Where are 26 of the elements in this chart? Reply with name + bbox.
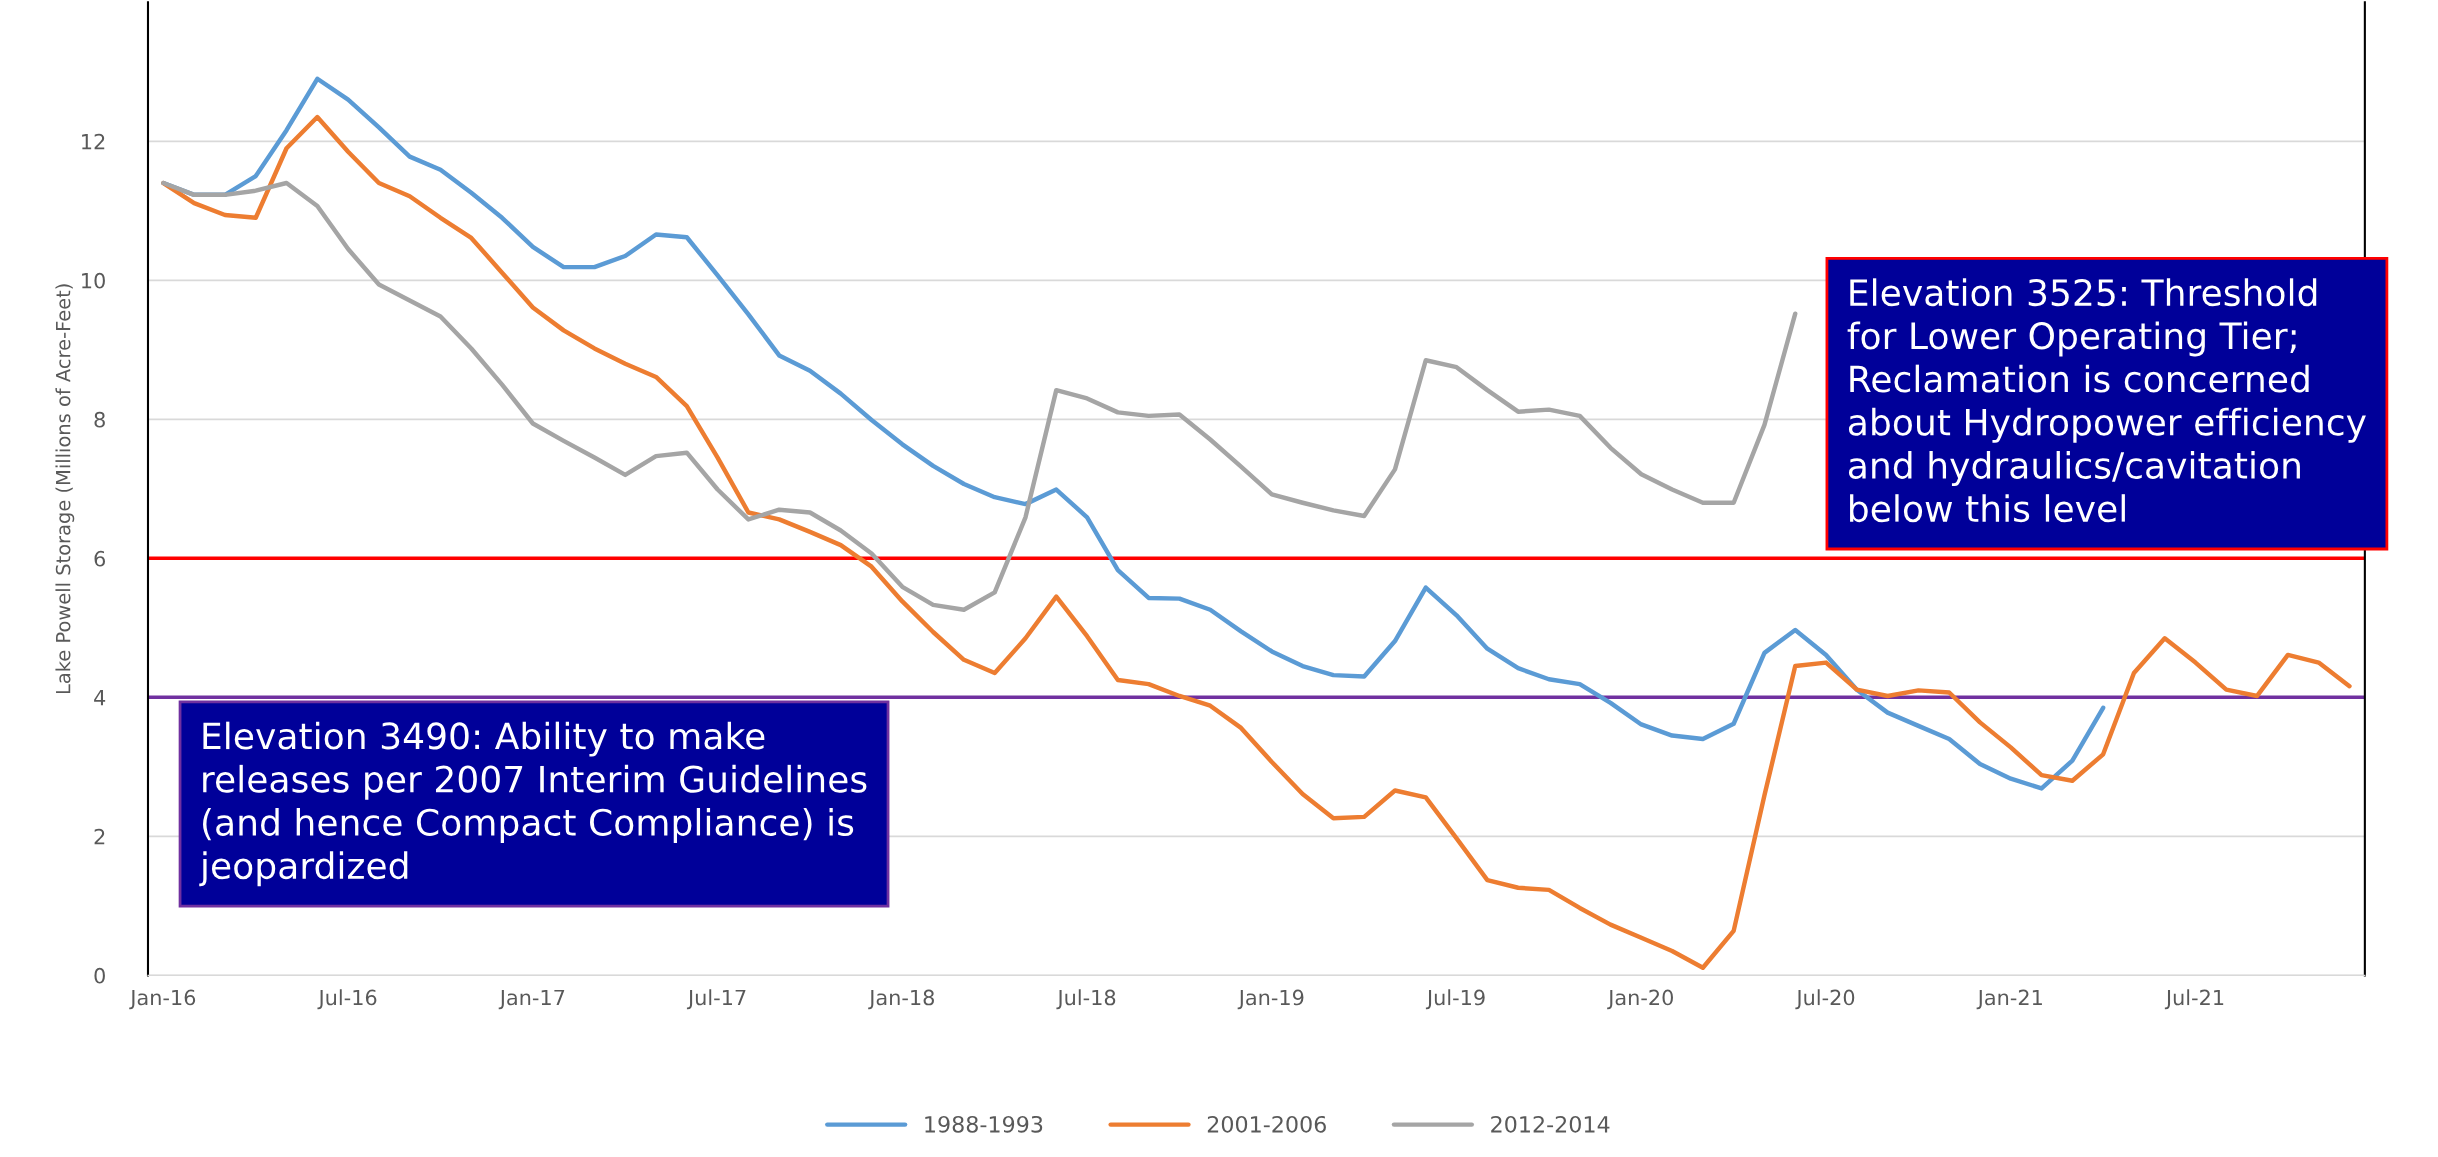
ref-line-label: Elevation 3490: Ability to make releases per 2007 Interim Guidelines (and hence Compact Compliance) is jeopardized bbox=[199, 721, 867, 887]
legend-label: 2001-2006 bbox=[1207, 1115, 1326, 1133]
x-tick-label: Jan-18 bbox=[868, 989, 934, 1010]
ref-line-label: Elevation 3525: Threshold for Lower Operating Tier; Reclamation is concerned about Hydropower efficiency and hydraulics/cavitation below this level bbox=[1847, 278, 2366, 523]
x-tick-label: Jan-17 bbox=[498, 989, 565, 1010]
x-tick-label: Jan-16 bbox=[129, 989, 196, 1010]
y-tick-label: 8 bbox=[94, 411, 105, 428]
y-tick-label: 2 bbox=[94, 828, 105, 845]
legend-label: 1988-1993 bbox=[925, 1115, 1043, 1133]
y-tick-label: 4 bbox=[94, 690, 106, 706]
x-tick-label: Jul-17 bbox=[686, 989, 746, 1010]
y-axis-title: Lake Powell Storage (Millions of Acre-Feet) bbox=[55, 284, 75, 694]
x-tick-label: Jul-19 bbox=[1425, 989, 1485, 1010]
y-tick-label: 6 bbox=[94, 550, 106, 567]
x-tick-label: Jul-21 bbox=[2164, 989, 2224, 1010]
y-tick-label: 0 bbox=[94, 967, 105, 984]
line-series bbox=[161, 180, 1798, 612]
legend-label: 2012-2014 bbox=[1491, 1115, 1610, 1133]
y-tick-label: 10 bbox=[82, 272, 105, 289]
x-tick-label: Jul-20 bbox=[1795, 989, 1855, 1010]
x-tick-label: Jan-20 bbox=[1607, 989, 1673, 1010]
x-tick-label: Jul-16 bbox=[317, 989, 377, 1010]
y-tick-label: 12 bbox=[82, 133, 105, 150]
x-tick-label: Jan-21 bbox=[1976, 989, 2042, 1010]
x-tick-label: Jan-19 bbox=[1237, 989, 1304, 1010]
x-tick-label: Jul-18 bbox=[1056, 989, 1116, 1010]
